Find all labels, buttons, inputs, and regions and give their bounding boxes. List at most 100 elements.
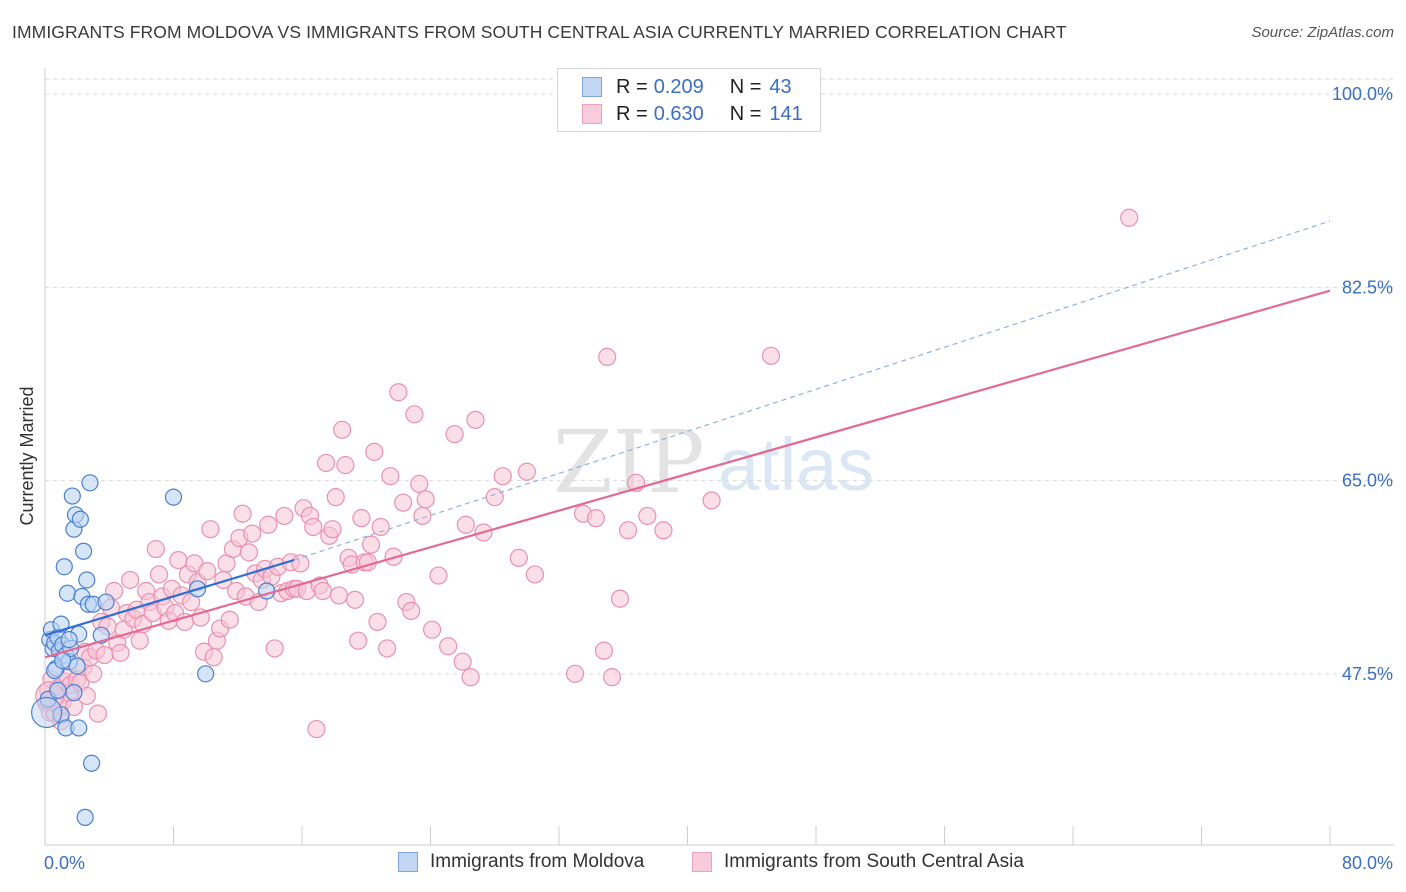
data-point-south-central-asia — [445, 425, 464, 444]
data-point-south-central-asia — [349, 631, 368, 650]
data-point-south-central-asia — [654, 521, 673, 540]
data-point-moldova — [58, 584, 77, 602]
y-tick-label: 65.0% — [1342, 471, 1393, 491]
data-point-south-central-asia — [453, 652, 472, 671]
data-point-south-central-asia — [304, 517, 323, 537]
bottom-legend-label-south-central-asia: Immigrants from South Central Asia — [724, 851, 1024, 872]
data-point-south-central-asia — [329, 586, 349, 605]
data-point-south-central-asia — [525, 565, 545, 584]
y-tick-label: 82.5% — [1342, 277, 1393, 297]
data-point-south-central-asia — [84, 664, 103, 683]
y-axis-label: Currently Married — [17, 386, 37, 525]
data-point-south-central-asia — [416, 490, 435, 509]
data-point-south-central-asia — [291, 554, 310, 573]
data-point-south-central-asia — [602, 668, 622, 687]
watermark-atlas: atlas — [718, 423, 874, 506]
trend-line-moldova-extended — [293, 220, 1331, 561]
data-point-south-central-asia — [485, 488, 504, 507]
data-point-south-central-asia — [361, 535, 381, 554]
bottom-legend-swatch-south-central-asia — [692, 852, 712, 872]
data-point-south-central-asia — [204, 648, 223, 667]
trend-line-south-central-asia — [44, 289, 1331, 659]
y-tick-label: 47.5% — [1342, 664, 1393, 684]
data-point-south-central-asia — [586, 509, 606, 528]
legend-r-value: 0.209 — [653, 75, 704, 98]
data-point-south-central-asia — [326, 488, 345, 507]
bottom-legend-swatch-moldova — [398, 852, 418, 872]
data-point-south-central-asia — [517, 462, 536, 481]
data-point-moldova — [68, 657, 86, 675]
data-point-moldova — [49, 681, 67, 700]
data-point-moldova — [74, 542, 93, 560]
data-point-south-central-asia — [198, 562, 217, 581]
data-point-south-central-asia — [594, 641, 614, 660]
data-point-south-central-asia — [565, 664, 585, 683]
data-point-south-central-asia — [456, 515, 475, 534]
y-tick-label: 100.0% — [1332, 84, 1393, 104]
data-point-moldova — [31, 696, 63, 729]
data-point-south-central-asia — [389, 383, 408, 402]
data-point-south-central-asia — [405, 405, 424, 424]
data-point-south-central-asia — [598, 347, 617, 367]
data-point-south-central-asia — [307, 719, 326, 739]
data-point-south-central-asia — [638, 506, 657, 526]
legend-box: R = 0.209 N = 43 R = 0.630 N = 141 — [557, 68, 821, 132]
bottom-legend: Immigrants from Moldova Immigrants from … — [0, 851, 1406, 877]
chart-title: IMMIGRANTS FROM MOLDOVA VS IMMIGRANTS FR… — [12, 22, 1067, 42]
data-point-moldova — [55, 558, 73, 576]
data-point-south-central-asia — [259, 515, 278, 534]
data-point-south-central-asia — [761, 346, 781, 365]
data-point-south-central-asia — [316, 453, 336, 473]
data-point-south-central-asia — [243, 524, 262, 543]
data-point-moldova — [60, 631, 78, 649]
data-point-south-central-asia — [618, 521, 638, 540]
data-point-south-central-asia — [423, 620, 442, 639]
legend-row-south-central-asia: R = 0.630 N = 141 — [582, 102, 803, 126]
data-point-south-central-asia — [345, 590, 365, 609]
data-point-moldova — [70, 719, 88, 737]
gridlines — [45, 78, 1395, 675]
legend-r-value: 0.630 — [653, 102, 704, 125]
data-point-south-central-asia — [461, 668, 480, 687]
legend-n-key: N = — [729, 75, 762, 98]
data-point-south-central-asia — [402, 601, 421, 620]
watermark-zip: ZIP — [553, 413, 705, 513]
data-point-south-central-asia — [371, 517, 390, 537]
legend-r-key: R = — [616, 102, 648, 125]
watermark: ZIP atlas — [553, 413, 874, 513]
data-point-south-central-asia — [121, 570, 140, 590]
data-point-south-central-asia — [394, 493, 413, 512]
data-point-moldova — [63, 487, 81, 505]
trend-lines — [44, 220, 1331, 659]
source-label: Source: ZipAtlas.com — [1251, 24, 1394, 41]
data-point-south-central-asia — [323, 520, 342, 539]
bottom-legend-item-moldova: Immigrants from Moldova — [398, 851, 644, 873]
data-point-south-central-asia — [378, 639, 397, 658]
data-point-south-central-asia — [413, 506, 432, 526]
data-point-south-central-asia — [95, 645, 114, 665]
x-tick-label: 0.0% — [44, 853, 85, 873]
legend-row-moldova: R = 0.209 N = 43 — [582, 75, 792, 99]
data-point-south-central-asia — [368, 612, 387, 632]
data-point-south-central-asia — [146, 539, 165, 559]
x-tick-labels: 0.0% 80.0% — [44, 853, 1393, 873]
data-point-south-central-asia — [336, 456, 355, 475]
legend-n-value: 141 — [769, 102, 803, 125]
data-point-moldova — [71, 510, 89, 528]
data-point-south-central-asia — [1120, 208, 1139, 227]
data-point-south-central-asia — [169, 550, 188, 570]
data-point-south-central-asia — [88, 704, 108, 723]
data-point-moldova — [76, 808, 94, 826]
legend-n-value: 43 — [769, 75, 792, 98]
data-point-south-central-asia — [439, 637, 458, 656]
data-point-moldova — [54, 651, 72, 670]
data-point-south-central-asia — [365, 442, 384, 461]
data-point-moldova — [164, 488, 183, 506]
data-point-south-central-asia — [239, 543, 259, 562]
data-point-south-central-asia — [130, 631, 149, 650]
data-point-south-central-asia — [275, 506, 294, 526]
data-point-south-central-asia — [429, 566, 448, 585]
legend-swatch-moldova — [582, 77, 602, 97]
data-point-south-central-asia — [610, 589, 630, 608]
data-point-south-central-asia — [265, 639, 284, 658]
